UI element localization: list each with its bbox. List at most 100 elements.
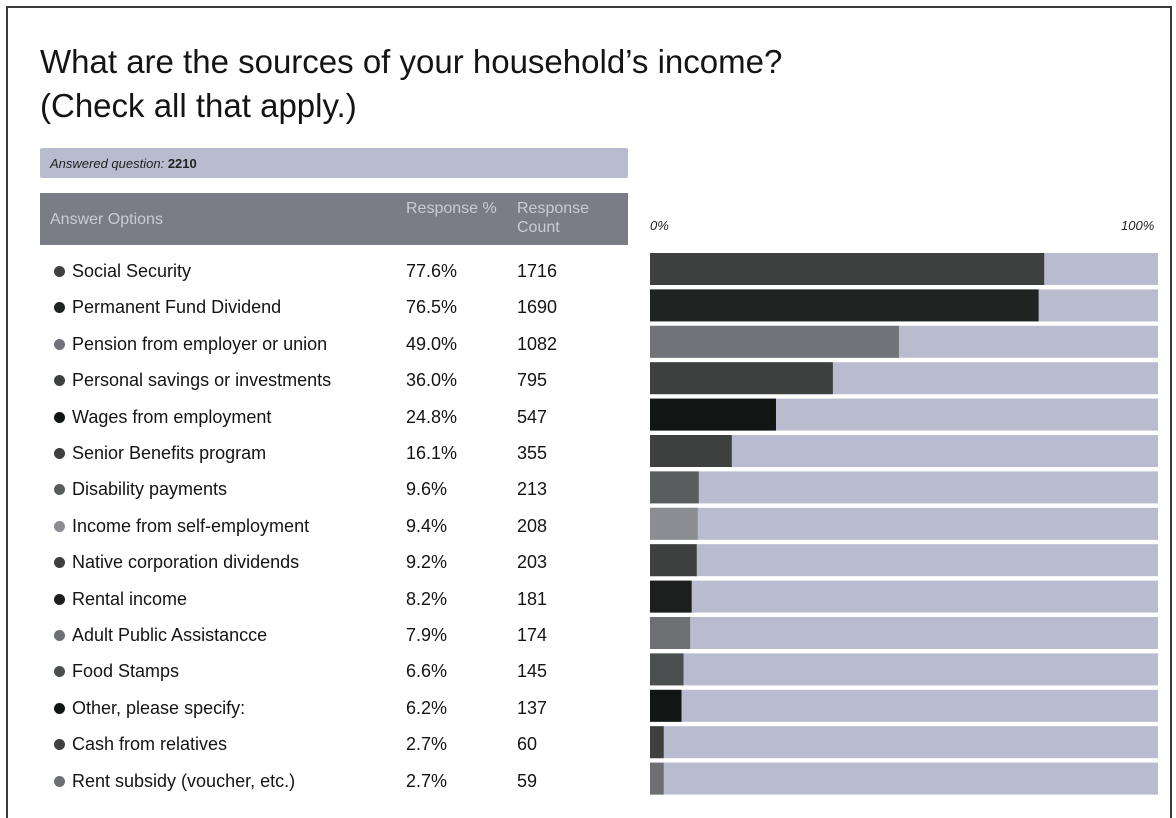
answer-option-label: Food Stamps bbox=[72, 661, 180, 682]
answered-question-bar: Answered question: 2210 bbox=[40, 148, 628, 178]
bar-track bbox=[650, 507, 1158, 540]
response-percent: 9.2% bbox=[406, 552, 448, 573]
bullet-icon bbox=[54, 520, 65, 532]
answer-option-label: Permanent Fund Dividend bbox=[72, 297, 282, 318]
title-line-2: (Check all that apply.) bbox=[40, 87, 357, 124]
response-percent: 9.4% bbox=[406, 515, 448, 536]
table-row: Social Security 77.6% 1716 bbox=[40, 253, 628, 289]
response-count: 208 bbox=[517, 515, 548, 536]
table-row: Permanent Fund Dividend 76.5% 1690 bbox=[40, 289, 628, 325]
bullet-icon bbox=[54, 302, 65, 314]
response-count: 203 bbox=[517, 552, 548, 573]
response-percent: 24.8% bbox=[406, 406, 458, 427]
response-percent: 9.6% bbox=[406, 479, 448, 500]
bar-cash-from-relatives bbox=[650, 726, 664, 759]
bullet-icon bbox=[54, 411, 65, 423]
bullet-icon bbox=[54, 484, 65, 496]
table-row: Cash from relatives 2.7% 60 bbox=[40, 726, 628, 762]
answered-label: Answered question: bbox=[50, 156, 165, 171]
answer-option-label: Rent subsidy (voucher, etc.) bbox=[72, 770, 296, 791]
answer-option-label: Disability payments bbox=[72, 479, 228, 500]
response-percent: 6.2% bbox=[406, 697, 448, 718]
table-row: Income from self-employment 9.4% 208 bbox=[40, 508, 628, 544]
title-line-1: What are the sources of your household’s… bbox=[40, 43, 783, 80]
response-count: 59 bbox=[517, 770, 538, 791]
bullet-icon bbox=[54, 666, 65, 678]
bar-track bbox=[650, 762, 1158, 795]
bar-adult-public-assistancce bbox=[650, 617, 691, 649]
response-count: 213 bbox=[517, 479, 548, 500]
table-row: Food Stamps 6.6% 145 bbox=[40, 653, 628, 689]
axis-min-label: 0% bbox=[650, 218, 669, 233]
bar-social-security bbox=[650, 253, 1045, 285]
response-count: 1690 bbox=[517, 297, 558, 318]
bar-personal-savings-or-investments bbox=[650, 362, 833, 395]
table-row: Senior Benefits program 16.1% 355 bbox=[40, 435, 628, 471]
response-count: 145 bbox=[517, 661, 548, 682]
bullet-icon bbox=[54, 775, 65, 787]
answer-option-label: Pension from employer or union bbox=[72, 333, 328, 354]
response-count: 795 bbox=[517, 370, 548, 391]
response-count: 60 bbox=[517, 734, 538, 755]
header-response-percent: Response % bbox=[406, 200, 497, 217]
bullet-icon bbox=[54, 375, 65, 387]
table-row: Rental income 8.2% 181 bbox=[40, 581, 628, 617]
answer-option-label: Wages from employment bbox=[72, 406, 272, 427]
bullet-icon bbox=[54, 266, 65, 277]
answer-option-label: Cash from relatives bbox=[72, 734, 228, 755]
bar-track bbox=[650, 580, 1158, 613]
bar-income-from-self-employment bbox=[650, 507, 698, 540]
bar-other-please-specify bbox=[650, 689, 682, 722]
response-percent: 77.6% bbox=[406, 261, 458, 281]
bar-track bbox=[650, 617, 1158, 649]
answer-option-label: Income from self-employment bbox=[72, 515, 310, 536]
table-row: Adult Public Assistancce 7.9% 174 bbox=[40, 617, 628, 653]
response-percent: 6.6% bbox=[406, 661, 448, 682]
bar-wages-from-employment bbox=[650, 398, 776, 431]
bar-track bbox=[650, 544, 1158, 577]
answer-option-label: Other, please specify: bbox=[72, 697, 246, 718]
page-title: What are the sources of your household’s… bbox=[40, 40, 940, 128]
answer-option-label: Rental income bbox=[72, 588, 188, 609]
bar-chart bbox=[650, 253, 1158, 795]
bar-permanent-fund-dividend bbox=[650, 289, 1039, 322]
response-percent: 2.7% bbox=[406, 734, 448, 755]
table-row: Wages from employment 24.8% 547 bbox=[40, 399, 628, 435]
axis-max-label: 100% bbox=[1121, 218, 1155, 233]
bullet-icon bbox=[54, 702, 65, 714]
table-header: Answer Options Response % Response Count bbox=[40, 193, 628, 245]
response-percent: 76.5% bbox=[406, 297, 458, 318]
response-count: 547 bbox=[517, 406, 548, 427]
bar-senior-benefits-program bbox=[650, 435, 732, 467]
bar-food-stamps bbox=[650, 653, 684, 686]
answer-option-label: Social Security bbox=[72, 261, 192, 281]
response-percent: 16.1% bbox=[406, 443, 458, 463]
response-percent: 49.0% bbox=[406, 333, 458, 354]
answer-option-label: Personal savings or investments bbox=[72, 370, 332, 391]
response-percent: 8.2% bbox=[406, 588, 448, 609]
header-response-count: Response Count bbox=[517, 200, 590, 236]
bullet-icon bbox=[54, 338, 65, 350]
header-answer-options: Answer Options bbox=[50, 211, 163, 228]
bar-track bbox=[650, 689, 1158, 722]
bar-track bbox=[650, 726, 1158, 759]
bar-pension-from-employer-or-union bbox=[650, 325, 899, 358]
table-row: Pension from employer or union 49.0% 1082 bbox=[40, 326, 628, 362]
table-row: Other, please specify: 6.2% 137 bbox=[40, 690, 628, 726]
table-row: Rent subsidy (voucher, etc.) 2.7% 59 bbox=[40, 763, 628, 799]
bar-rental-income bbox=[650, 580, 692, 613]
table-row: Disability payments 9.6% 213 bbox=[40, 471, 628, 507]
answered-value: 2210 bbox=[167, 156, 197, 171]
response-count: 174 bbox=[517, 625, 548, 645]
response-count: 1082 bbox=[517, 333, 558, 354]
response-count: 355 bbox=[517, 443, 548, 463]
answer-option-label: Senior Benefits program bbox=[72, 443, 267, 463]
bar-disability-payments bbox=[650, 471, 699, 504]
table-row: Native corporation dividends 9.2% 203 bbox=[40, 544, 628, 580]
bar-rent-subsidy-voucher-etc bbox=[650, 762, 664, 795]
bullet-icon bbox=[54, 448, 65, 459]
response-percent: 36.0% bbox=[406, 370, 458, 391]
bar-track bbox=[650, 435, 1158, 467]
bar-native-corporation-dividends bbox=[650, 544, 697, 577]
response-count: 181 bbox=[517, 588, 548, 609]
